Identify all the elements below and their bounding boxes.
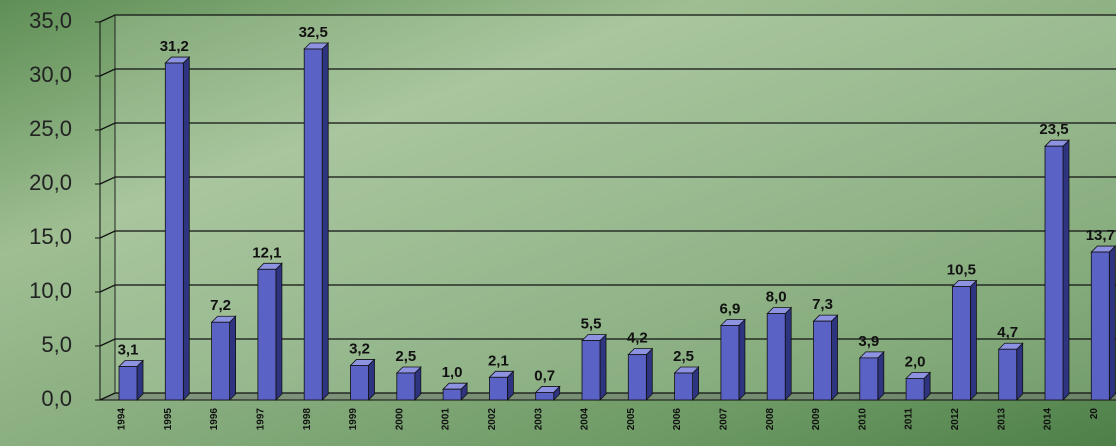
bar-side bbox=[877, 350, 885, 401]
bar-side bbox=[970, 279, 977, 401]
x-tick-label: 2000 bbox=[394, 408, 405, 431]
value-label: 12,1 bbox=[252, 244, 281, 261]
bar bbox=[442, 388, 462, 401]
value-label: 5,5 bbox=[581, 316, 602, 333]
grid-line bbox=[99, 284, 1116, 293]
bar bbox=[211, 321, 231, 401]
bar bbox=[674, 372, 693, 401]
bar bbox=[164, 62, 184, 401]
value-label: 4,2 bbox=[627, 330, 648, 347]
bar bbox=[535, 392, 555, 401]
grid-line bbox=[99, 68, 1116, 77]
y-tick-label: 25,0 bbox=[29, 116, 72, 141]
bar-side bbox=[275, 262, 283, 401]
bar-side bbox=[645, 347, 653, 401]
bar-side bbox=[831, 314, 838, 401]
x-tick-label: 2004 bbox=[580, 408, 591, 431]
x-tick-label: 2012 bbox=[950, 408, 961, 431]
y-tick-label: 15,0 bbox=[29, 224, 72, 249]
value-label: 3,9 bbox=[858, 333, 879, 350]
bar bbox=[1044, 145, 1064, 401]
value-label: 2,5 bbox=[395, 348, 416, 365]
bar-side bbox=[229, 315, 237, 401]
y-tick-label: 30,0 bbox=[29, 62, 72, 87]
bar bbox=[627, 354, 647, 401]
bar bbox=[118, 366, 138, 401]
bar bbox=[257, 268, 277, 401]
bar bbox=[581, 340, 601, 401]
value-label: 23,5 bbox=[1039, 121, 1068, 138]
x-tick-label: 2011 bbox=[904, 408, 915, 430]
value-label: 32,5 bbox=[299, 24, 328, 41]
x-tick-label: 20 bbox=[1089, 408, 1100, 420]
bar-side bbox=[599, 333, 607, 401]
y-tick-label: 35,0 bbox=[29, 8, 72, 33]
bar-side bbox=[1062, 139, 1070, 401]
value-label: 3,2 bbox=[349, 340, 370, 357]
bar bbox=[303, 48, 323, 401]
x-tick-label: 2005 bbox=[626, 408, 637, 431]
value-label: 7,3 bbox=[812, 296, 833, 313]
bar bbox=[1090, 251, 1110, 401]
bar-side bbox=[1016, 342, 1024, 401]
y-tick-label: 20,0 bbox=[29, 170, 72, 195]
x-tick-label: 2007 bbox=[719, 408, 730, 431]
bar-side bbox=[368, 358, 375, 401]
value-label: 4,7 bbox=[997, 324, 1018, 341]
grid-line bbox=[99, 176, 1116, 185]
bar bbox=[766, 313, 786, 401]
bar bbox=[859, 357, 879, 401]
x-tick-label: 1995 bbox=[163, 408, 174, 431]
bar bbox=[905, 377, 925, 401]
bar-side bbox=[136, 359, 144, 401]
y-tick-label: 10,0 bbox=[29, 278, 72, 303]
value-label: 2,0 bbox=[905, 353, 926, 370]
x-tick-label: 2001 bbox=[441, 408, 452, 431]
value-label: 31,2 bbox=[160, 38, 189, 55]
y-tick-label: 0,0 bbox=[41, 386, 72, 411]
bar bbox=[998, 348, 1018, 401]
value-label: 3,1 bbox=[118, 341, 139, 358]
x-tick-label: 2006 bbox=[672, 408, 683, 431]
x-tick-label: 1994 bbox=[117, 408, 128, 431]
x-tick-label: 2009 bbox=[811, 408, 822, 431]
bar bbox=[952, 286, 971, 401]
x-tick-label: 2010 bbox=[857, 408, 868, 431]
value-label: 8,0 bbox=[766, 289, 787, 306]
bar-side bbox=[1108, 245, 1116, 401]
x-tick-label: 2014 bbox=[1043, 408, 1054, 431]
bar bbox=[350, 365, 369, 401]
bar-side bbox=[182, 56, 190, 401]
value-label: 1,0 bbox=[442, 364, 463, 381]
bar-side bbox=[738, 318, 746, 401]
bar bbox=[813, 320, 832, 401]
value-label: 10,5 bbox=[947, 262, 976, 279]
x-tick-label: 1996 bbox=[209, 408, 220, 431]
bar bbox=[720, 325, 740, 401]
grid-line bbox=[99, 122, 1116, 131]
value-label: 2,1 bbox=[488, 352, 509, 369]
bar-side bbox=[321, 42, 329, 401]
x-tick-label: 2008 bbox=[765, 408, 776, 431]
value-label: 0,7 bbox=[534, 367, 555, 384]
x-tick-label: 2002 bbox=[487, 408, 498, 431]
bar-side bbox=[784, 306, 792, 401]
value-label: 7,2 bbox=[210, 297, 231, 314]
value-label: 6,9 bbox=[719, 300, 740, 317]
x-tick-label: 1997 bbox=[256, 408, 267, 431]
x-tick-label: 1998 bbox=[302, 408, 313, 431]
x-tick-label: 2013 bbox=[996, 408, 1007, 431]
value-label: 13,7 bbox=[1086, 227, 1115, 244]
bar bbox=[488, 376, 508, 401]
grid-line bbox=[99, 230, 1116, 239]
y-tick-label: 5,0 bbox=[41, 332, 72, 357]
back-wall bbox=[115, 15, 1116, 393]
value-label: 2,5 bbox=[673, 348, 694, 365]
grid-line bbox=[99, 14, 1116, 23]
bar bbox=[396, 372, 416, 401]
x-tick-label: 1999 bbox=[348, 408, 359, 431]
x-tick-label: 2003 bbox=[533, 408, 544, 431]
